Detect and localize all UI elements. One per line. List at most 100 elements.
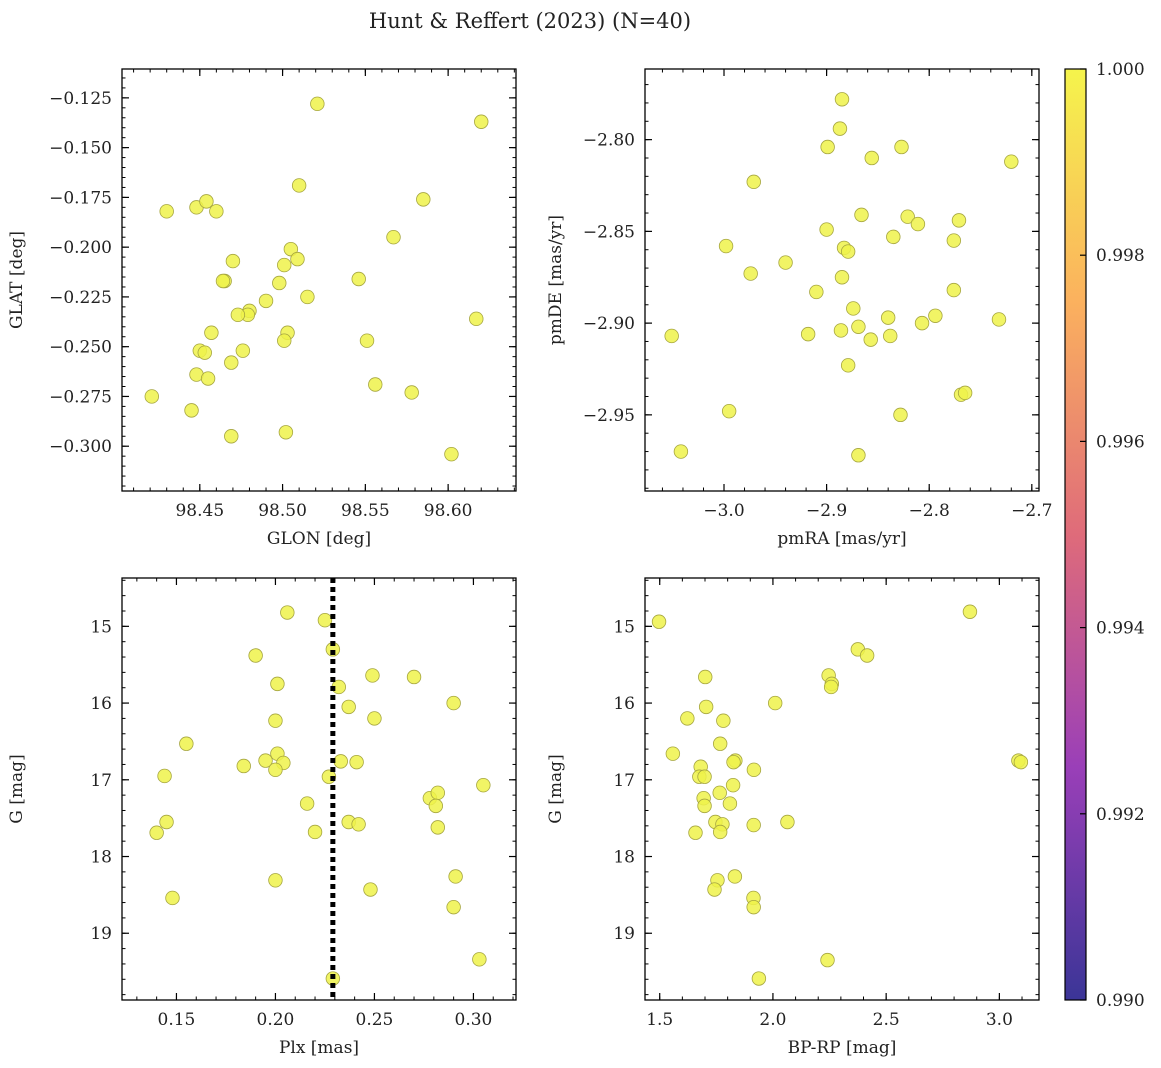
scatter-point — [290, 251, 305, 267]
scatter-point — [300, 289, 315, 305]
panel-pmra-pmde: −3.0 −2.9 −2.8 −2.7 −2.80 −2.85 −2.90 −2.95 pmRA… — [546, 68, 1052, 549]
scatter-point — [854, 207, 869, 223]
y-tick-label: 19 — [90, 924, 112, 944]
scatter-point — [746, 174, 761, 190]
axes-frame — [121, 68, 517, 492]
y-tick-label: 16 — [613, 694, 635, 714]
scatter-point — [834, 92, 850, 107]
colorbar-tick-label: 0.992 — [1096, 805, 1145, 825]
scatter-point — [225, 253, 241, 269]
scatter-point — [199, 194, 214, 209]
y-tick-label: −0.125 — [49, 89, 112, 109]
scatter-point — [363, 882, 378, 897]
scatter-point — [746, 762, 762, 778]
scatter-point — [914, 315, 930, 331]
scatter-point — [946, 233, 962, 248]
x-tick-label: 0.25 — [356, 1010, 394, 1030]
minor-ticks — [645, 578, 1039, 1000]
scatter-point — [718, 238, 734, 254]
scatter-point — [962, 604, 978, 619]
x-axis-label: pmRA [mas/yr] — [777, 529, 906, 549]
scatter-point — [697, 798, 712, 814]
panel-bprp-g: 1.5 2.0 2.5 3.0 15 16 17 18 19 BP-RP [mag] G [mag] — [546, 577, 1040, 1058]
scatter-point — [883, 328, 898, 344]
y-tick-label: −0.225 — [49, 288, 112, 308]
scatter-point — [957, 385, 973, 401]
scatter-point — [1004, 154, 1019, 169]
scatter-point — [900, 209, 915, 224]
scatter-point — [351, 271, 366, 287]
scatter-point — [204, 325, 219, 340]
scatter-point — [823, 679, 839, 695]
y-tick-label: −2.80 — [583, 131, 635, 151]
scatter-point — [780, 814, 795, 830]
scatter-point — [416, 192, 431, 207]
scatter-point — [472, 952, 487, 967]
scatter-point — [406, 669, 422, 685]
panel-glon-glat: 98.45 98.50 98.55 98.60 −0.125 −0.150 −0.175 −0… — [7, 68, 517, 549]
scatter-point — [179, 736, 194, 751]
x-tick-label: 3.0 — [986, 1010, 1013, 1030]
scatter-point — [894, 139, 909, 155]
y-tick-label: 16 — [90, 694, 112, 714]
scatter-point — [716, 713, 731, 728]
scatter-point — [430, 785, 445, 801]
scatter-point — [721, 403, 737, 419]
y-tick-label: 18 — [90, 848, 112, 868]
scatter-point — [248, 648, 263, 663]
scatter-point — [184, 403, 199, 418]
scatter-points — [651, 604, 1029, 986]
scatter-point — [446, 695, 461, 711]
scatter-point — [725, 777, 741, 793]
scatter-point — [665, 746, 681, 761]
scatter-point — [224, 429, 239, 444]
x-axis-label: GLON [deg] — [267, 529, 371, 549]
scatter-points — [144, 96, 489, 462]
x-axis-label: Plx [mas] — [279, 1038, 359, 1058]
scatter-point — [688, 825, 703, 840]
scatter-point — [448, 869, 463, 884]
y-tick-label: −0.250 — [49, 338, 112, 358]
scatter-point — [726, 754, 741, 770]
x-tick-label: 98.60 — [424, 501, 473, 521]
scatter-point — [272, 275, 287, 291]
y-axis-label: pmDE [mas/yr] — [546, 215, 566, 345]
scatter-point — [404, 385, 419, 400]
colorbar: 0.990 0.992 0.994 0.996 0.998 1.000 — [1064, 60, 1145, 1011]
scatter-point — [159, 814, 174, 830]
scatter-point — [258, 753, 273, 768]
scatter-point — [893, 407, 908, 423]
x-tick-label: 98.55 — [341, 501, 390, 521]
scatter-point — [727, 869, 743, 884]
scatter-point — [268, 713, 283, 728]
scatter-point — [278, 425, 294, 440]
y-tick-label: −2.85 — [583, 222, 635, 242]
colorbar-tick-label: 0.998 — [1096, 246, 1145, 266]
scatter-point — [863, 332, 878, 347]
scatter-point — [697, 769, 712, 784]
scatter-point — [712, 824, 728, 840]
scatter-point — [277, 333, 292, 348]
scatter-point — [712, 736, 728, 751]
y-tick-label: 17 — [613, 771, 635, 791]
x-axis-label: BP-RP [mag] — [788, 1038, 897, 1058]
scatter-point — [224, 355, 239, 370]
scatter-point — [430, 820, 445, 835]
scatter-point — [832, 121, 848, 136]
axes-frame — [644, 68, 1040, 492]
minor-ticks — [122, 578, 516, 1000]
scatter-point — [851, 319, 866, 334]
scatter-point — [819, 222, 834, 237]
y-axis-label: GLAT [deg] — [7, 231, 27, 329]
scatter-points — [664, 92, 1019, 463]
scatter-point — [349, 754, 364, 770]
panels: 98.45 98.50 98.55 98.60 −0.125 −0.150 −0.175 −0… — [7, 68, 1052, 1058]
scatter-point — [277, 257, 292, 273]
x-tick-label: 0.15 — [158, 1010, 196, 1030]
scatter-point — [428, 798, 444, 814]
scatter-point — [367, 711, 382, 726]
scatter-point — [149, 825, 164, 840]
scatter-point — [698, 699, 714, 715]
y-tick-label: 19 — [613, 924, 635, 944]
